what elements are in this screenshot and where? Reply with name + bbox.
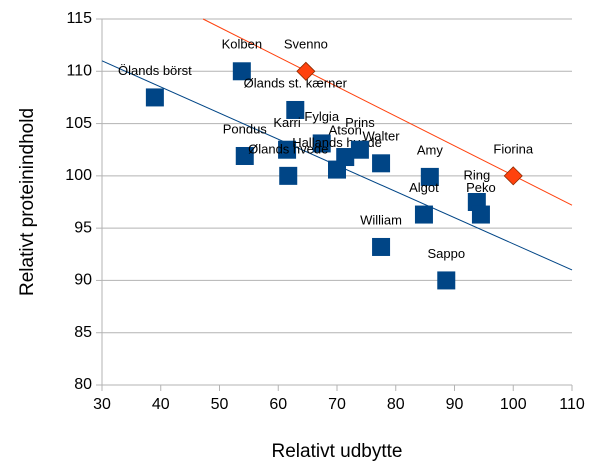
x-tick-label: 100 — [500, 396, 527, 413]
y-tick-label: 85 — [74, 324, 92, 341]
y-tick-label: 110 — [66, 63, 92, 80]
point — [350, 140, 369, 159]
point-label: Pondus — [223, 121, 268, 136]
x-tick-label: 110 — [559, 396, 585, 413]
point — [145, 88, 164, 107]
x-tick-label: 50 — [211, 396, 229, 413]
point-label: Peko — [466, 180, 496, 195]
point-label: Algot — [409, 180, 439, 195]
point — [336, 148, 355, 167]
point-label: Atson — [329, 122, 362, 137]
point-label: Karri — [273, 115, 301, 130]
point — [372, 237, 391, 256]
point — [312, 134, 331, 153]
point-label: Ölands börst — [118, 63, 192, 78]
point-label: Fylgia — [304, 109, 339, 124]
point-label: Fiorina — [493, 141, 534, 156]
point — [414, 205, 433, 224]
point — [235, 146, 254, 165]
y-tick-label: 95 — [74, 219, 92, 236]
x-tick-label: 70 — [328, 396, 346, 413]
y-axis-title: Relativt proteinindhold — [17, 108, 38, 296]
point — [232, 62, 251, 81]
point — [437, 271, 456, 290]
x-tick-label: 40 — [152, 396, 170, 413]
x-tick-label: 80 — [387, 396, 405, 413]
point — [503, 166, 523, 186]
point-label: Kolben — [222, 37, 262, 52]
point — [471, 205, 490, 224]
x-tick-label: 90 — [446, 396, 464, 413]
point-label: William — [360, 212, 402, 227]
x-tick-label: 60 — [269, 396, 287, 413]
point-label: Ring — [463, 167, 490, 182]
point — [420, 167, 439, 186]
point-label: Amy — [417, 142, 444, 157]
y-tick-label: 115 — [66, 10, 92, 27]
y-tick-label: 100 — [65, 167, 92, 184]
point — [286, 100, 305, 119]
point-label: Svenno — [284, 37, 328, 52]
point-label: Prins — [345, 115, 375, 130]
x-tick-label: 30 — [93, 396, 111, 413]
point-label: Ølands st. kærner — [244, 75, 348, 90]
y-tick-label: 80 — [74, 376, 92, 393]
point — [296, 61, 316, 81]
y-tick-label: 105 — [65, 115, 92, 132]
y-tick-label: 90 — [74, 272, 92, 289]
point-label: Ølands hvede — [248, 141, 328, 156]
point — [279, 166, 298, 185]
point — [278, 140, 297, 159]
point-label: Walter — [363, 129, 401, 144]
x-axis-title: Relativt udbytte — [272, 441, 403, 462]
point — [372, 154, 391, 173]
point-label: Sappo — [427, 246, 465, 261]
